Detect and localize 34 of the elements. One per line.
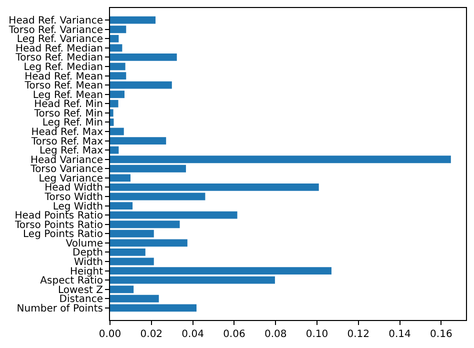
y-tick-label: Leg Ref. Median [24, 62, 103, 73]
y-tick-label: Depth [72, 248, 103, 259]
x-tick-label: 0.06 [223, 329, 246, 340]
y-tick-label: Height [70, 266, 104, 278]
x-tick-label: 0.14 [388, 329, 411, 340]
bar [110, 184, 319, 191]
x-tick-label: 0.02 [140, 329, 163, 340]
bar [110, 258, 154, 266]
bar [110, 267, 332, 274]
y-tick-label: Width [74, 257, 103, 268]
bar [110, 54, 177, 61]
bar [110, 118, 114, 126]
bar [110, 248, 146, 256]
x-tick-label: 0.16 [430, 329, 452, 340]
y-tick-label: Number of Points [16, 303, 103, 314]
bar [110, 202, 133, 210]
y-tick-label: Lowest Z [58, 284, 104, 296]
y-tick-label: Torso Points Ratio [14, 220, 103, 231]
y-tick-label: Volume [66, 238, 103, 250]
bar [110, 62, 126, 70]
y-tick-label: Head Ref. Max [31, 127, 104, 138]
bar [110, 72, 126, 80]
x-tick-label: 0.04 [182, 329, 204, 340]
bar [110, 137, 166, 144]
bar [110, 128, 124, 136]
x-tick-label: 0.00 [98, 329, 122, 340]
bar [110, 192, 206, 200]
x-tick-label: 0.12 [347, 329, 370, 340]
y-tick-label: Aspect Ratio [40, 276, 103, 287]
x-tick-label: 0.08 [264, 329, 287, 340]
y-tick-label: Torso Width [44, 192, 103, 203]
x-tick-label: 0.10 [306, 329, 328, 340]
y-tick-label: Torso Ref. Variance [8, 24, 103, 36]
y-tick-label: Torso Ref. Max [30, 136, 104, 148]
